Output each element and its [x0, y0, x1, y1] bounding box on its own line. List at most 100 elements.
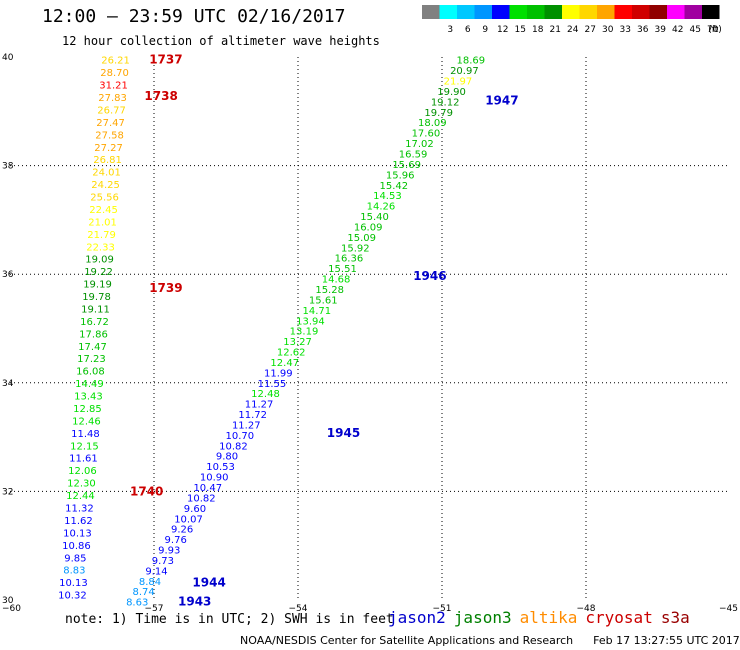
track-a-value: 26.21	[101, 56, 130, 67]
x-tick-label: −54	[289, 604, 308, 614]
track-b-value: 8.74	[132, 587, 154, 598]
scale-swatch	[632, 5, 650, 19]
scale-swatch	[684, 5, 702, 19]
track-a-value: 19.78	[82, 292, 111, 303]
track-a-value: 12.15	[70, 441, 99, 452]
track-a-value: 17.86	[79, 329, 108, 340]
track-a-value: 11.32	[65, 504, 94, 515]
time-label: 1944	[192, 576, 225, 590]
track-b-value: 14.68	[322, 275, 351, 286]
scale-label: 36	[637, 25, 649, 35]
track-a-value: 11.61	[69, 454, 98, 465]
scale-label: 33	[620, 25, 631, 35]
track-b-value: 10.82	[219, 441, 248, 452]
track-b-value: 11.72	[238, 410, 267, 421]
track-a-value: 8.83	[63, 566, 85, 577]
track-b-value: 13.27	[283, 337, 312, 348]
satellite-s3a: s3a	[660, 608, 690, 627]
track-b-value: 15.40	[360, 212, 389, 223]
scale-unit: (ft)	[708, 25, 722, 35]
track-b-value: 10.07	[174, 514, 203, 525]
scale-swatch	[562, 5, 580, 19]
track-a-value: 27.27	[94, 143, 123, 154]
track-b-value: 17.02	[405, 139, 434, 150]
track-b-value: 21.97	[444, 77, 473, 88]
scale-swatch	[509, 5, 527, 19]
x-tick-label: −60	[2, 604, 21, 614]
scale-swatch	[457, 5, 475, 19]
scale-label: 12	[497, 25, 508, 35]
scale-label: 15	[515, 25, 526, 35]
track-b-value: 8.63	[126, 598, 148, 609]
track-a-value: 22.33	[86, 242, 115, 253]
track-b-value: 14.71	[303, 306, 332, 317]
scale-swatch	[614, 5, 632, 19]
time-label: 1740	[130, 484, 163, 498]
track-a-value: 24.01	[92, 168, 121, 179]
scale-swatch	[422, 5, 440, 19]
track-b-value: 12.47	[270, 358, 299, 369]
track-b-value: 9.14	[145, 566, 167, 577]
track-b-value: 15.51	[328, 264, 357, 275]
track-b-value: 9.93	[158, 546, 180, 557]
track-b-value: 16.09	[354, 222, 383, 233]
track-a-value: 11.62	[64, 516, 93, 527]
scale-label: 6	[465, 25, 471, 35]
track-b-value: 10.82	[187, 493, 216, 504]
track-a-value: 19.11	[81, 304, 110, 315]
track-b-value: 15.92	[341, 243, 370, 254]
x-tick-label: −45	[719, 604, 738, 614]
track-a-value: 17.23	[77, 354, 106, 365]
y-tick-label: 36	[2, 270, 14, 280]
units-note: note: 1) Time is in UTC; 2) SWH is in fe…	[65, 612, 394, 627]
track-b-value: 15.61	[309, 295, 338, 306]
track-b-value: 15.69	[392, 160, 421, 171]
track-b-value: 10.70	[226, 431, 255, 442]
track-a-value: 19.22	[84, 267, 113, 278]
track-b-value: 12.48	[251, 389, 280, 400]
track-b-value: 11.27	[232, 420, 261, 431]
track-a-value: 12.85	[73, 404, 102, 415]
satellite-jason2: jason2	[388, 608, 446, 627]
track-a-value: 10.32	[58, 591, 87, 602]
track-b-value: 9.76	[165, 535, 187, 546]
scale-label: 18	[532, 25, 544, 35]
chart-subtitle: 12 hour collection of altimeter wave hei…	[62, 34, 380, 48]
track-b-value: 11.27	[245, 400, 274, 411]
track-a-value: 24.25	[91, 180, 120, 191]
track-a-value: 12.44	[66, 491, 95, 502]
track-a-value: 31.21	[99, 81, 128, 92]
chart-title: 12:00 – 23:59 UTC 02/16/2017	[42, 6, 346, 27]
track-b-value: 10.53	[206, 462, 235, 473]
track-b-value: 19.90	[437, 87, 466, 98]
time-label: 1943	[178, 595, 211, 609]
track-b-value: 16.36	[335, 254, 364, 265]
track-b-value: 15.42	[379, 181, 408, 192]
track-a-value: 25.56	[90, 193, 119, 204]
track-b-value: 13.94	[296, 316, 325, 327]
time-label: 1946	[413, 269, 446, 283]
track-b-value: 9.60	[184, 504, 206, 515]
track-a-value: 10.86	[62, 541, 91, 552]
track-a-value: 10.13	[59, 578, 88, 589]
scale-swatch	[544, 5, 562, 19]
track-a-value: 13.43	[74, 392, 103, 403]
x-tick-label: −57	[145, 604, 164, 614]
track-b-value: 14.26	[367, 202, 396, 213]
scale-label: 27	[585, 25, 596, 35]
track-a-value: 26.77	[97, 105, 126, 116]
track-a-value: 12.30	[67, 479, 96, 490]
track-a-value: 10.13	[63, 528, 92, 539]
track-a-value: 28.70	[100, 68, 129, 79]
track-a-value: 22.45	[89, 205, 118, 216]
scale-swatch	[439, 5, 457, 19]
track-b-value: 11.55	[258, 379, 287, 390]
track-a-value: 12.06	[68, 466, 97, 477]
scale-swatch	[527, 5, 545, 19]
scale-label: 3	[447, 25, 453, 35]
satellite-key: jason2 jason3 altika cryosat s3a	[388, 608, 698, 627]
track-a-value: 21.01	[88, 217, 117, 228]
track-b-value: 19.12	[431, 97, 460, 108]
color-scale-legend: 3 6 9 12 15 18 21 24 27 30 33 36 39 42 45 70(ft)	[422, 5, 722, 35]
track-a-value: 26.81	[93, 155, 122, 166]
